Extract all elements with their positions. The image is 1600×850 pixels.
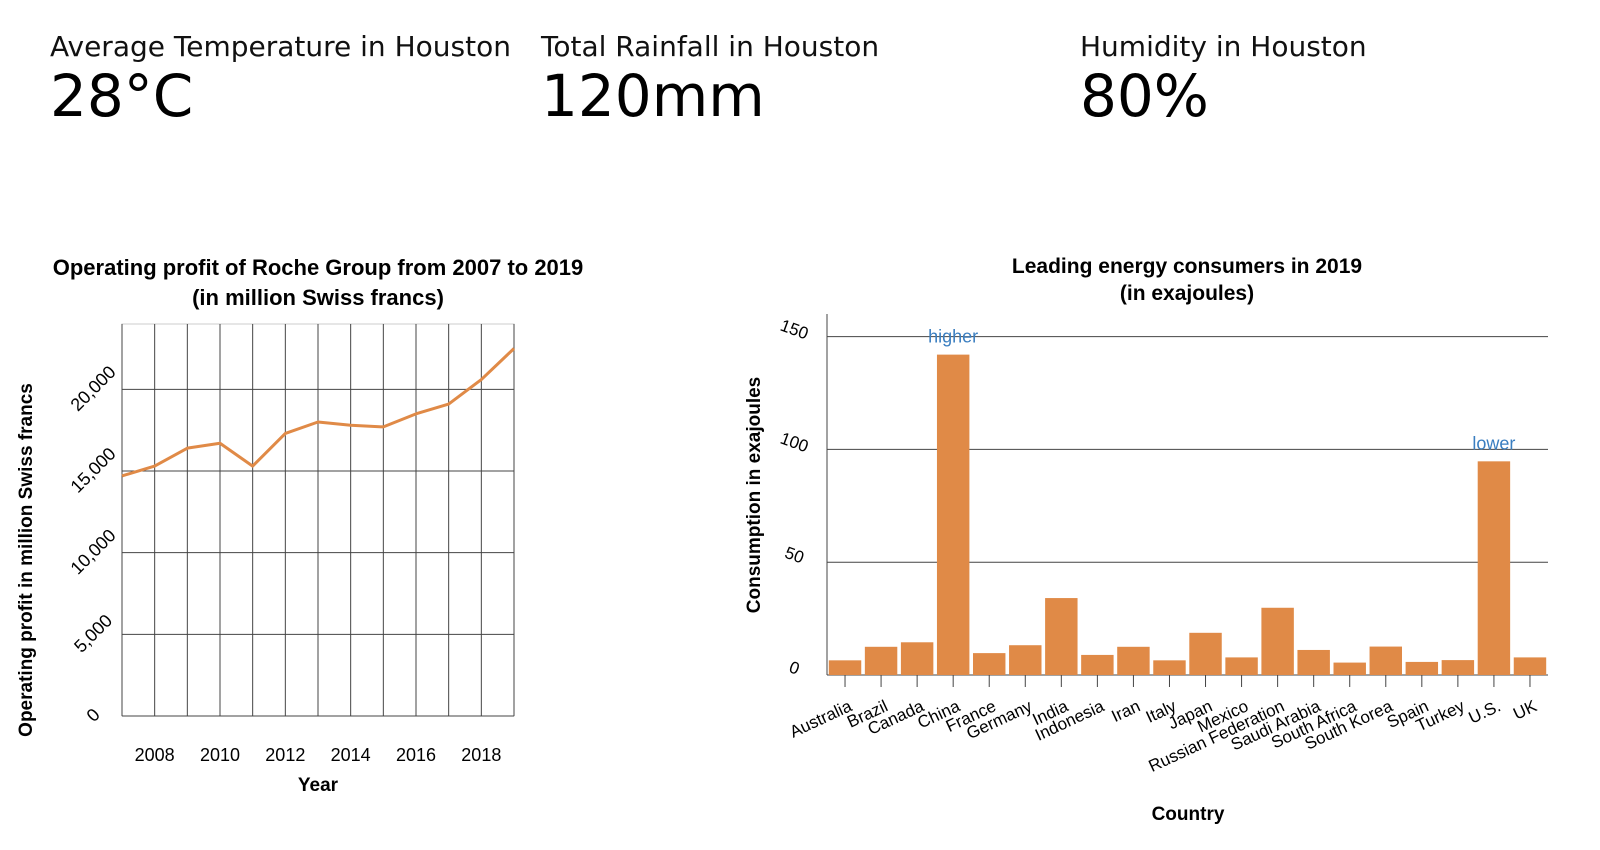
operating-profit-line-chart: Operating profit of Roche Group from 200… <box>16 255 584 796</box>
bar-brazil <box>864 646 898 675</box>
bar-france <box>973 653 1006 675</box>
y-axis-label: Operating profit in million Swiss francs <box>16 383 37 737</box>
annotation-label: higher <box>928 327 978 347</box>
profit-line <box>121 347 516 478</box>
y-tick-label: 5,000 <box>70 610 116 656</box>
x-tick-labels: 2008 2010 2012 2014 2016 2018 <box>135 745 502 765</box>
x-tick-label: 2016 <box>396 745 436 765</box>
chart-title: Operating profit of Roche Group from 200… <box>53 255 584 280</box>
bar-spain <box>1405 661 1439 675</box>
stat-average-temperature: Average Temperature in Houston 28°C <box>50 30 511 126</box>
y-tick-label: 10,000 <box>67 525 120 578</box>
bar-germany <box>1009 645 1042 675</box>
x-axis-label: Country <box>1152 804 1225 825</box>
bar-mexico <box>1225 657 1258 675</box>
y-tick-label: 150 <box>778 316 811 344</box>
stat-label: Average Temperature in Houston <box>50 30 511 63</box>
x-tick-label: Australia <box>787 696 855 741</box>
y-tick-label: 50 <box>782 543 806 567</box>
bar-u-s <box>1477 461 1511 675</box>
y-tick-label: 0 <box>787 657 802 678</box>
stat-total-rainfall: Total Rainfall in Houston 120mm <box>541 30 879 126</box>
annotations: higher lower <box>928 327 1515 454</box>
bar-turkey <box>1441 660 1475 675</box>
chart-subtitle: (in exajoules) <box>1120 282 1254 305</box>
bar-indonesia <box>1081 654 1114 675</box>
chart-title: Leading energy consumers in 2019 <box>1012 255 1362 278</box>
x-tick-label: 2008 <box>135 745 175 765</box>
x-tick-label: 2010 <box>200 745 240 765</box>
x-tick-label: U.S. <box>1466 696 1504 727</box>
stat-label: Total Rainfall in Houston <box>541 30 880 63</box>
stat-label: Humidity in Houston <box>1080 30 1367 63</box>
y-axis-label: Consumption in exajoules <box>744 377 765 613</box>
x-tick-label: 2018 <box>461 745 501 765</box>
chart-subtitle: (in million Swiss francs) <box>192 285 444 310</box>
bar-japan <box>1189 632 1222 675</box>
series-line <box>121 347 516 478</box>
bar-australia <box>828 660 862 675</box>
stat-value: 80% <box>1080 61 1209 130</box>
bar-italy <box>1153 660 1186 675</box>
y-tick-labels: 0 5,000 10,000 15,000 20,000 <box>67 362 120 726</box>
bar-iran <box>1117 646 1150 675</box>
y-tick-labels: 0 50 100 150 <box>778 316 811 679</box>
bar-south-korea <box>1369 646 1402 675</box>
bar-canada <box>900 642 934 675</box>
y-tick-label: 100 <box>778 429 811 457</box>
grid <box>826 314 1548 687</box>
bar-saudi-arabia <box>1297 649 1330 675</box>
x-tick-label: UK <box>1510 696 1540 723</box>
bar-uk <box>1513 657 1547 675</box>
x-tick-label: 2014 <box>331 745 371 765</box>
bar-south-africa <box>1333 662 1366 675</box>
grid <box>121 323 515 717</box>
annotation-label: lower <box>1472 433 1515 453</box>
stat-value: 28°C <box>50 61 194 130</box>
y-tick-label: 15,000 <box>67 444 120 497</box>
y-tick-label: 20,000 <box>67 362 120 415</box>
stat-value: 120mm <box>541 61 765 130</box>
bar-russian-federation <box>1261 607 1294 675</box>
x-tick-labels: AustraliaBrazilCanadaChinaFranceGermanyI… <box>787 696 1541 776</box>
x-axis-label: Year <box>298 775 339 796</box>
x-tick-label: 2012 <box>265 745 305 765</box>
energy-consumers-bar-chart: Leading energy consumers in 2019 (in exa… <box>744 255 1548 825</box>
y-tick-label: 0 <box>83 705 104 726</box>
bar-india <box>1045 598 1078 675</box>
bar-china <box>936 354 970 675</box>
stat-humidity: Humidity in Houston 80% <box>1080 30 1367 126</box>
bars <box>828 354 1547 675</box>
x-tick-label: Iran <box>1109 696 1144 726</box>
